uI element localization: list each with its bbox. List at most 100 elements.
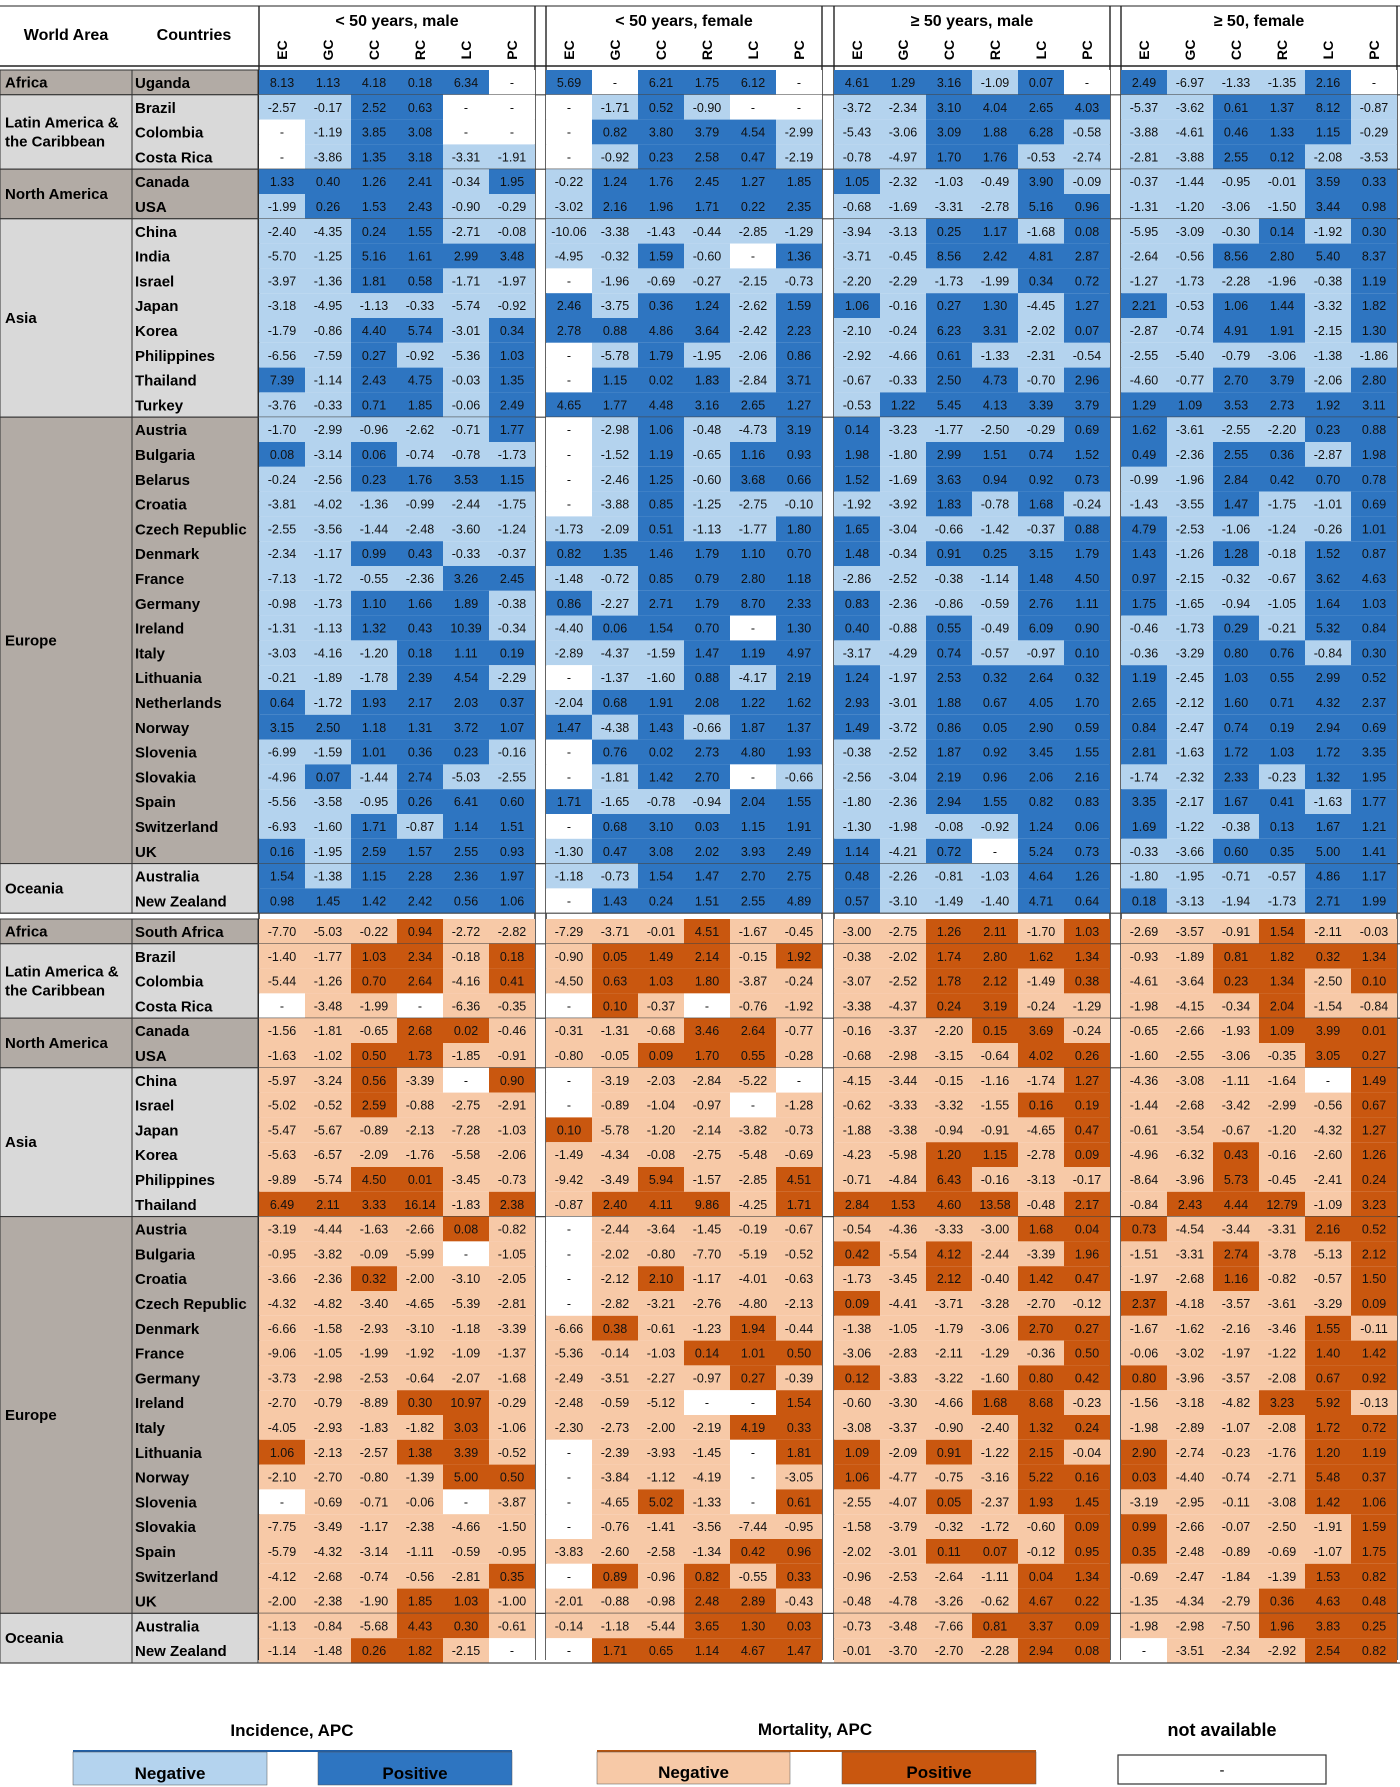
heatmap-cell xyxy=(972,665,1018,690)
heatmap-cell xyxy=(880,1340,926,1366)
cell-value: 1.42 xyxy=(649,770,673,784)
cell-value: 1.22 xyxy=(891,398,915,412)
cell-value: -0.63 xyxy=(785,1272,814,1286)
country-label: India xyxy=(135,249,171,266)
cell-value: -1.01 xyxy=(1314,498,1343,512)
cell-value: 1.53 xyxy=(891,1198,915,1212)
cell-value: - xyxy=(567,1297,571,1311)
heatmap-cell xyxy=(834,888,880,914)
cell-value: -1.99 xyxy=(268,200,297,214)
heatmap-cell xyxy=(1351,968,1397,994)
cell-value: 0.33 xyxy=(787,1421,811,1435)
heatmap-cell xyxy=(834,1415,880,1440)
cell-value: -0.38 xyxy=(935,572,964,586)
heatmap-cell xyxy=(397,417,443,442)
heatmap-cell xyxy=(443,1167,489,1192)
cell-value: 0.12 xyxy=(845,1371,869,1385)
cell-value: -0.84 xyxy=(1360,999,1389,1013)
heatmap-cell xyxy=(1018,318,1064,343)
cell-value: -0.79 xyxy=(314,1396,343,1410)
cell-value: 1.64 xyxy=(1316,597,1340,611)
cell-value: -2.47 xyxy=(1176,1570,1205,1584)
cell-value: -1.65 xyxy=(601,795,630,809)
cell-value: -4.36 xyxy=(889,1223,918,1237)
cell-value: -1.79 xyxy=(268,324,297,338)
cell-value: 1.01 xyxy=(1362,522,1386,536)
heatmap-cell xyxy=(489,1514,535,1539)
cell-value: -3.05 xyxy=(785,1471,814,1485)
cell-value: -1.85 xyxy=(452,1049,481,1063)
cell-value: -2.66 xyxy=(1176,1024,1205,1038)
cell-value: 0.60 xyxy=(1224,845,1248,859)
cell-value: 1.47 xyxy=(695,870,719,884)
heatmap-cell xyxy=(397,919,443,944)
heatmap-cell xyxy=(546,665,592,690)
heatmap-cell xyxy=(1018,665,1064,690)
heatmap-cell xyxy=(443,268,489,294)
heatmap-cell xyxy=(1167,1315,1213,1341)
cell-value: -0.29 xyxy=(1360,126,1389,140)
cell-value: 0.32 xyxy=(983,671,1007,685)
heatmap-cell xyxy=(880,144,926,170)
heatmap-cell xyxy=(397,119,443,145)
cell-value: -1.73 xyxy=(843,1272,872,1286)
incidence-legend-title: Incidence, APC xyxy=(230,1721,353,1740)
cell-value: 0.27 xyxy=(362,349,386,363)
heatmap-cell xyxy=(592,566,638,591)
cell-value: 1.42 xyxy=(1362,1347,1386,1361)
cell-value: 1.06 xyxy=(270,1446,294,1460)
heatmap-cell xyxy=(684,1539,730,1564)
group-header: < 50 years, female xyxy=(615,13,753,30)
heatmap-cell xyxy=(834,144,880,170)
world-area-cell xyxy=(0,1017,133,1069)
cell-value: 1.62 xyxy=(1029,950,1053,964)
heatmap-cell xyxy=(1259,1563,1305,1589)
cell-value: -2.75 xyxy=(452,1099,481,1113)
heatmap-cell xyxy=(1167,1340,1213,1366)
cell-value: 0.82 xyxy=(1029,795,1053,809)
cell-value: -0.19 xyxy=(739,1223,768,1237)
heatmap-cell xyxy=(880,218,926,244)
cell-value: 2.84 xyxy=(1224,473,1248,487)
cell-value: -7.70 xyxy=(268,925,297,939)
heatmap-cell xyxy=(259,1464,305,1490)
cell-value: -2.98 xyxy=(314,1371,343,1385)
heatmap-cell xyxy=(305,119,351,145)
heatmap-cell xyxy=(638,318,684,343)
cell-value: 2.99 xyxy=(937,448,961,462)
heatmap-cell xyxy=(1259,318,1305,343)
cell-value: -2.99 xyxy=(785,126,814,140)
cell-value: -3.13 xyxy=(1176,894,1205,908)
cell-value: -1.72 xyxy=(981,1520,1010,1534)
heatmap-cell xyxy=(1121,1266,1167,1291)
heatmap-cell xyxy=(926,119,972,145)
cell-value: -2.36 xyxy=(889,795,918,809)
cell-value: 1.72 xyxy=(1224,746,1248,760)
cell-value: -0.38 xyxy=(498,597,527,611)
cell-value: -3.70 xyxy=(889,1644,918,1658)
world-area-cell xyxy=(0,943,133,1019)
cell-value: 3.05 xyxy=(1316,1049,1340,1063)
heatmap-cell xyxy=(1213,1167,1259,1192)
cell-value: 4.12 xyxy=(937,1247,961,1261)
heatmap-cell xyxy=(1351,1588,1397,1614)
heatmap-cell xyxy=(397,169,443,194)
cell-value: 0.02 xyxy=(454,1024,478,1038)
heatmap-cell xyxy=(351,789,397,814)
heatmap-cell xyxy=(1213,1043,1259,1068)
heatmap-cell xyxy=(1259,218,1305,244)
heatmap-cell xyxy=(834,293,880,318)
cell-value: 1.55 xyxy=(408,225,432,239)
cell-value: 2.90 xyxy=(1132,1446,1156,1460)
cell-value: 0.93 xyxy=(500,845,524,859)
cell-value: -0.64 xyxy=(406,1371,435,1385)
cell-value: -3.93 xyxy=(647,1446,676,1460)
heatmap-cell xyxy=(397,690,443,715)
heatmap-cell xyxy=(1121,1340,1167,1366)
heatmap-cell xyxy=(834,491,880,517)
cell-value: -1.48 xyxy=(555,572,584,586)
cell-value: -5.58 xyxy=(452,1148,481,1162)
heatmap-cell xyxy=(1259,615,1305,641)
heatmap-cell xyxy=(1167,739,1213,765)
cell-value: 2.12 xyxy=(937,1272,961,1286)
